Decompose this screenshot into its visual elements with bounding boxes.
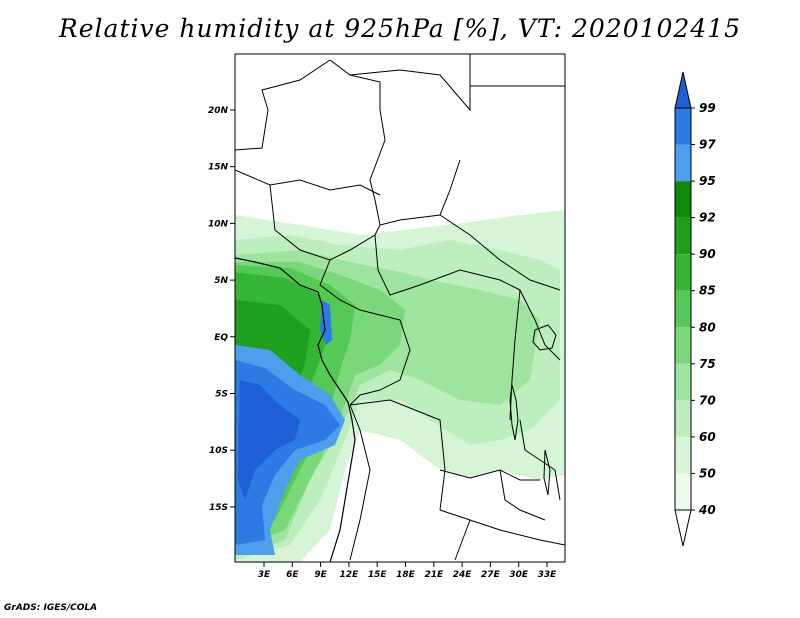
- colorbar-label: 92: [699, 211, 716, 225]
- colorbar-segment: [675, 181, 691, 218]
- colorbar-segment: [675, 144, 691, 182]
- lake-tanganyika: [509, 384, 519, 441]
- colorbar-bottom-arrow: [674, 509, 692, 547]
- lon-label: 33E: [538, 570, 558, 580]
- country-borders: [235, 54, 565, 561]
- colorbar-label: 97: [699, 138, 716, 152]
- colorbar-label: 75: [699, 357, 716, 371]
- colorbar: 99 97 95 92 90 85 80 75 70 60 50 40: [674, 71, 716, 547]
- colorbar-label: 90: [699, 247, 716, 261]
- colorbar-segment: [675, 290, 691, 328]
- coastline: [235, 257, 356, 562]
- colorbar-segment: [675, 363, 691, 401]
- credit-label: GrADS: IGES/COLA: [4, 603, 98, 613]
- lon-label: 30E: [509, 570, 529, 580]
- lon-label: 3E: [258, 570, 271, 580]
- colorbar-label: 60: [699, 430, 716, 444]
- colorbar-segment: [675, 436, 691, 474]
- lon-label: 9E: [314, 570, 327, 580]
- lake-malawi: [543, 449, 551, 496]
- lon-label: 27E: [481, 570, 501, 580]
- colorbar-label: 50: [699, 466, 716, 480]
- colorbar-label: 99: [699, 101, 716, 115]
- colorbar-top-arrow: [674, 71, 692, 109]
- lat-label: 10S: [209, 446, 228, 456]
- colorbar-segment: [675, 108, 691, 145]
- lat-label: 10N: [208, 219, 229, 229]
- map-title: Relative humidity at 925hPa [%], VT: 202…: [58, 14, 742, 43]
- colorbar-segment: [675, 327, 691, 364]
- humidity-region-99: [238, 380, 300, 500]
- lat-label: 15N: [208, 163, 229, 173]
- lakes: [509, 324, 557, 496]
- longitude-axis: 3E 6E 9E 12E 15E 18E 21E 24E 27E 30E 33E: [258, 562, 557, 580]
- map-frame: [234, 53, 566, 563]
- lat-label: 5S: [215, 390, 228, 400]
- lon-label: 15E: [368, 570, 388, 580]
- colorbar-segment: [675, 400, 691, 437]
- lat-label: 15S: [209, 503, 228, 513]
- colorbar-label: 80: [699, 320, 716, 334]
- latitude-axis: 20N 15N 10N 5N EQ 5S 10S 15S: [208, 106, 235, 513]
- colorbar-segment: [675, 254, 691, 291]
- lon-label: 21E: [424, 570, 444, 580]
- humidity-field: [235, 54, 565, 562]
- colorbar-label: 70: [699, 393, 716, 407]
- lake-victoria: [532, 324, 557, 351]
- lat-label: 20N: [208, 106, 229, 116]
- colorbar-segment: [675, 473, 691, 510]
- lon-label: 12E: [340, 570, 360, 580]
- colorbar-segment: [675, 217, 691, 255]
- colorbar-label: 95: [699, 174, 716, 188]
- colorbar-outline: [674, 107, 692, 511]
- lat-label: EQ: [214, 333, 228, 343]
- lon-label: 24E: [453, 570, 473, 580]
- lat-label: 5N: [214, 276, 228, 286]
- colorbar-label: 85: [699, 284, 716, 298]
- colorbar-label: 40: [698, 503, 716, 517]
- lon-label: 18E: [396, 570, 416, 580]
- lon-label: 6E: [286, 570, 299, 580]
